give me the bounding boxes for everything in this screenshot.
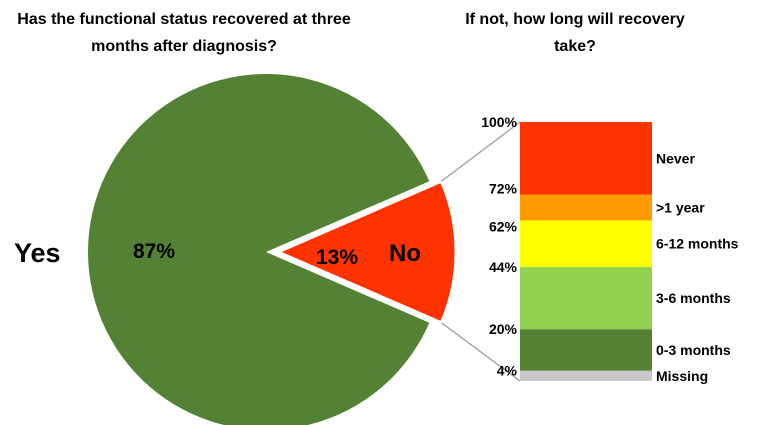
pie-value-yes: 87% — [133, 240, 175, 263]
pie-chart: Yes 87% 13% No — [14, 74, 458, 425]
bar-tick-label: 100% — [481, 114, 517, 130]
bar-segment-never — [520, 122, 652, 195]
bar-label-missing: Missing — [656, 368, 708, 384]
bar-segment-0-3-months — [520, 329, 652, 371]
bar-label-3-6-months: 3-6 months — [656, 290, 731, 306]
bar-segment-missing — [520, 370, 652, 381]
stacked-bar-chart: Missing 0-3 months 3-6 months 6-12 months >1… — [481, 114, 738, 384]
pie-value-no: 13% — [316, 246, 358, 269]
pie-label-no: No — [389, 240, 421, 267]
bar-tick-label: 20% — [489, 321, 518, 337]
pie-to-bar-connectors — [440, 121, 521, 382]
bar-tick-label: 62% — [489, 218, 518, 234]
bar-label-0-3-months: 0-3 months — [656, 342, 731, 358]
bar-label-never: Never — [656, 150, 695, 166]
pie-label-yes: Yes — [14, 238, 61, 268]
connector-line-top — [440, 121, 521, 182]
pie-chart-title: Has the functional status recovered at t… — [17, 11, 351, 55]
bar-segment-3-6-months — [520, 267, 652, 330]
bar-segment-6-12-months — [520, 220, 652, 268]
pie-slice-yes — [87, 74, 430, 425]
bar-tick-label: 72% — [489, 181, 518, 197]
bar-label-1-year: >1 year — [656, 199, 705, 215]
pie-slice-no — [274, 179, 458, 325]
bar-tick-label: 44% — [489, 259, 518, 275]
bar-chart-title: If not, how long will recovery take? — [465, 11, 685, 55]
bar-label-6-12-months: 6-12 months — [656, 236, 739, 252]
bar-tick-label: 4% — [497, 363, 518, 379]
connector-line-bottom — [440, 322, 521, 382]
bar-segment-1-year — [520, 194, 652, 221]
